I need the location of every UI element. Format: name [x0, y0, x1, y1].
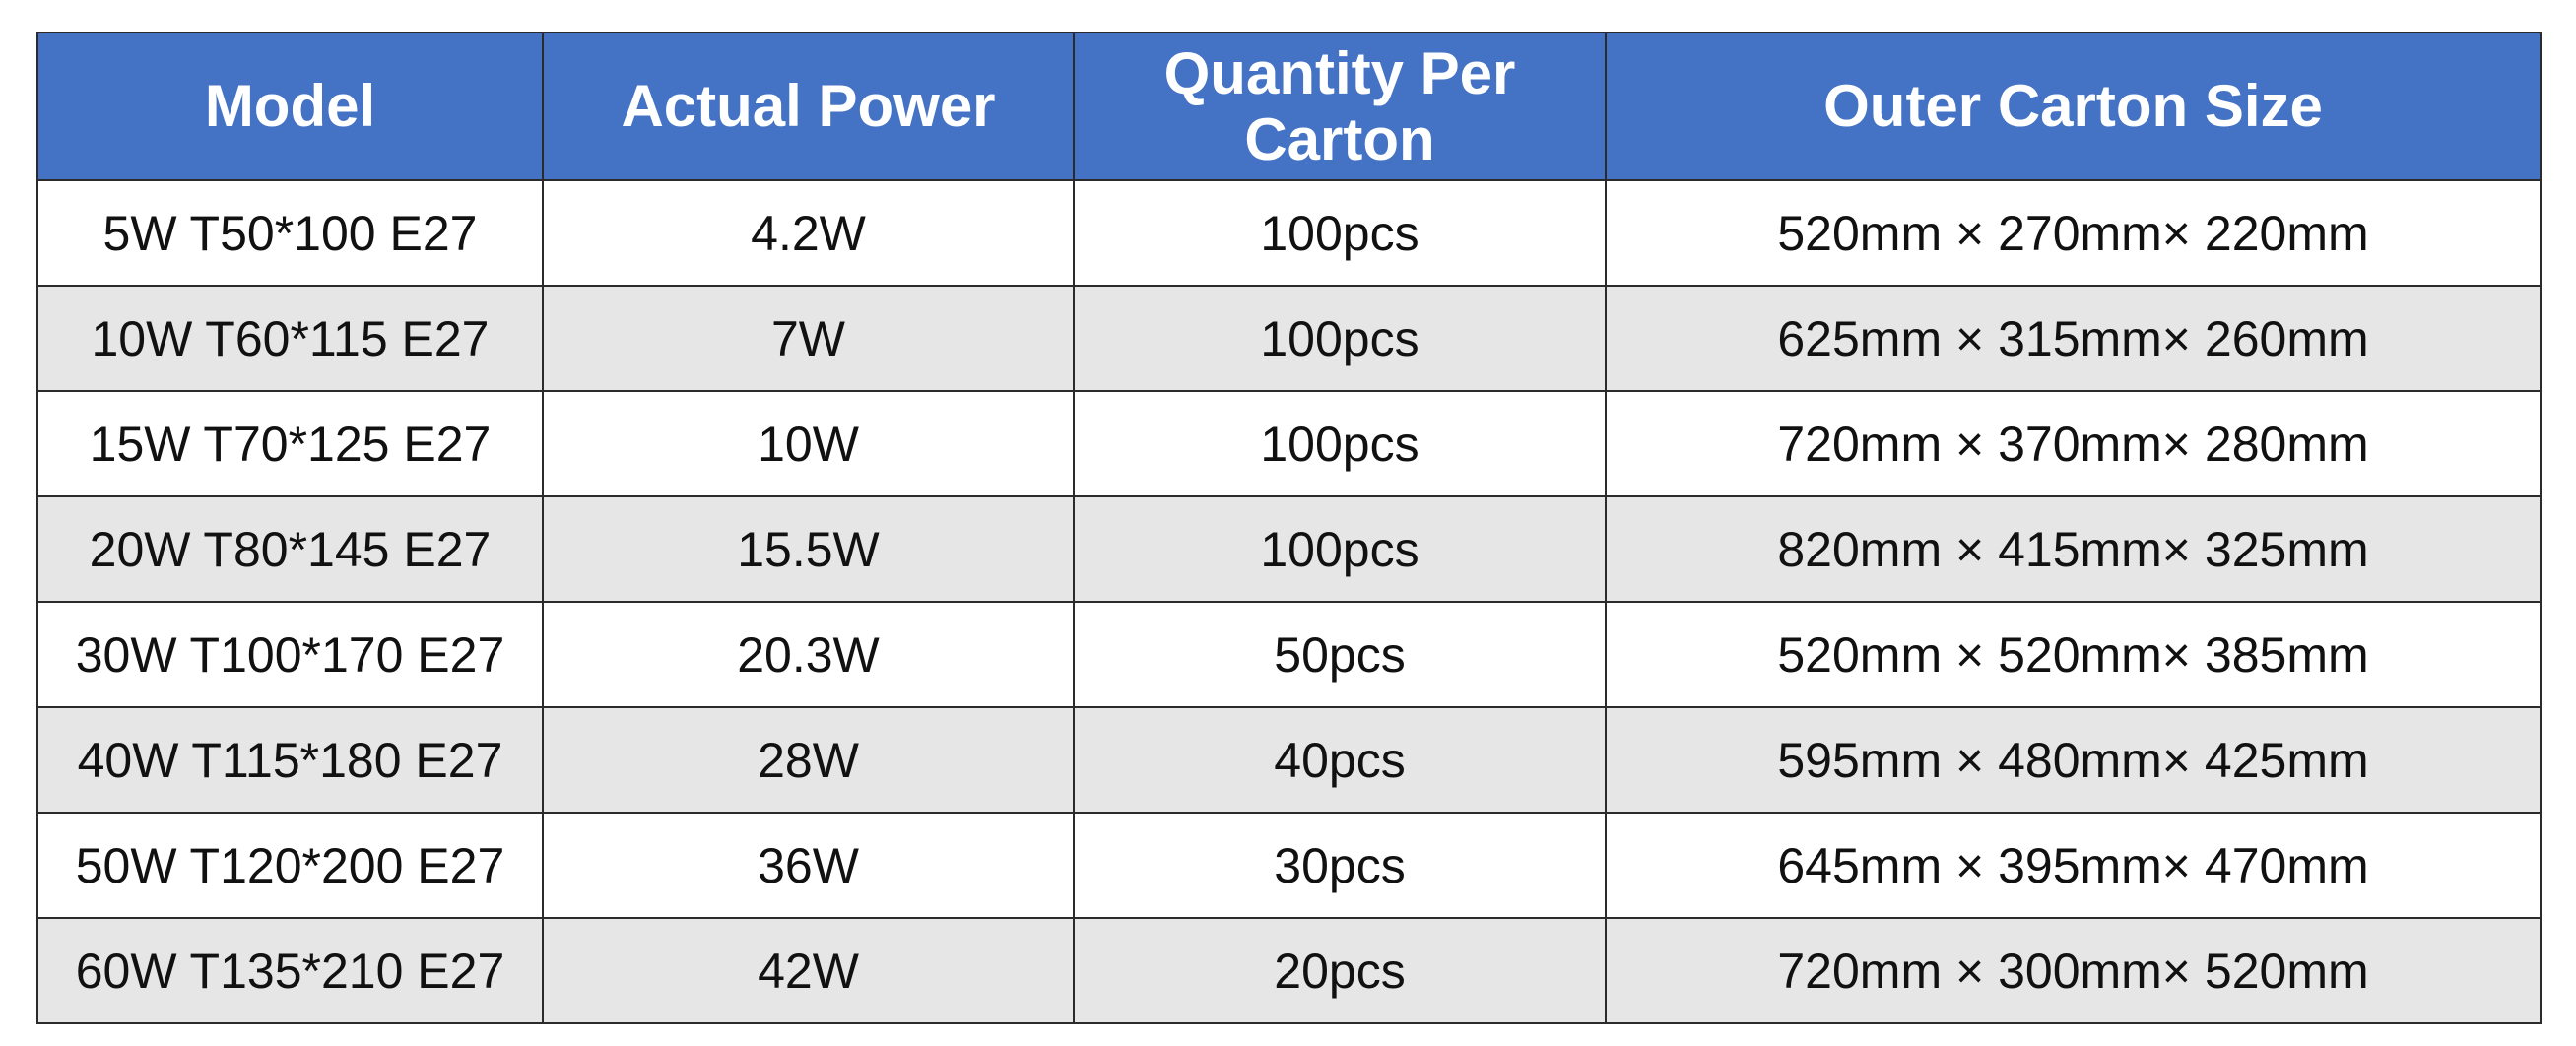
header-cell: Model: [36, 32, 544, 181]
table-cell: 28W: [542, 706, 1075, 814]
table-cell: 720mm × 370mm× 280mm: [1605, 390, 2542, 497]
table-cell: 60W T135*210 E27: [36, 917, 544, 1024]
table-cell: 720mm × 300mm× 520mm: [1605, 917, 2542, 1024]
table-cell: 50W T120*200 E27: [36, 812, 544, 919]
table-row: 60W T135*210 E27 42W 20pcs 720mm × 300mm× 5…: [36, 917, 2542, 1024]
table-cell: 40pcs: [1073, 706, 1607, 814]
table-cell: 7W: [542, 285, 1075, 392]
table-row: 5W T50*100 E27 4.2W 100pcs 520mm × 270mm× 2…: [36, 179, 2542, 287]
table-cell: 36W: [542, 812, 1075, 919]
table-row: 20W T80*145 E27 15.5W 100pcs 820mm × 415mm×…: [36, 495, 2542, 603]
table-cell: 20.3W: [542, 601, 1075, 708]
table-cell: 100pcs: [1073, 495, 1607, 603]
table-row: 10W T60*115 E27 7W 100pcs 625mm × 315mm× 26…: [36, 285, 2542, 392]
table-cell: 520mm × 520mm× 385mm: [1605, 601, 2542, 708]
header-cell: Quantity Per Carton: [1073, 32, 1607, 181]
table-cell: 645mm × 395mm× 470mm: [1605, 812, 2542, 919]
carton-table: Model Actual Power Quantity Per Carton Oute…: [36, 32, 2542, 1024]
table-row: 15W T70*125 E27 10W 100pcs 720mm × 370mm× 2…: [36, 390, 2542, 497]
table-cell: 10W: [542, 390, 1075, 497]
table-body: 5W T50*100 E27 4.2W 100pcs 520mm × 270mm× 2…: [36, 179, 2542, 1024]
table-cell: 595mm × 480mm× 425mm: [1605, 706, 2542, 814]
table-cell: 30pcs: [1073, 812, 1607, 919]
table-cell: 20W T80*145 E27: [36, 495, 544, 603]
table-cell: 50pcs: [1073, 601, 1607, 708]
header-row: Model Actual Power Quantity Per Carton Oute…: [36, 32, 2542, 181]
header-cell: Actual Power: [542, 32, 1075, 181]
table-cell: 4.2W: [542, 179, 1075, 287]
table-cell: 20pcs: [1073, 917, 1607, 1024]
table-cell: 100pcs: [1073, 179, 1607, 287]
header-cell: Outer Carton Size: [1605, 32, 2542, 181]
table-cell: 520mm × 270mm× 220mm: [1605, 179, 2542, 287]
table-cell: 42W: [542, 917, 1075, 1024]
table-cell: 625mm × 315mm× 260mm: [1605, 285, 2542, 392]
table-row: 40W T115*180 E27 28W 40pcs 595mm × 480mm× 4…: [36, 706, 2542, 814]
table-cell: 820mm × 415mm× 325mm: [1605, 495, 2542, 603]
table-cell: 15W T70*125 E27: [36, 390, 544, 497]
table-cell: 100pcs: [1073, 285, 1607, 392]
table-row: 30W T100*170 E27 20.3W 50pcs 520mm × 520mm×…: [36, 601, 2542, 708]
table-cell: 100pcs: [1073, 390, 1607, 497]
table-cell: 30W T100*170 E27: [36, 601, 544, 708]
table-cell: 10W T60*115 E27: [36, 285, 544, 392]
table-row: 50W T120*200 E27 36W 30pcs 645mm × 395mm× 4…: [36, 812, 2542, 919]
table-header: Model Actual Power Quantity Per Carton Oute…: [36, 32, 2542, 181]
table-cell: 15.5W: [542, 495, 1075, 603]
table-cell: 40W T115*180 E27: [36, 706, 544, 814]
table-cell: 5W T50*100 E27: [36, 179, 544, 287]
